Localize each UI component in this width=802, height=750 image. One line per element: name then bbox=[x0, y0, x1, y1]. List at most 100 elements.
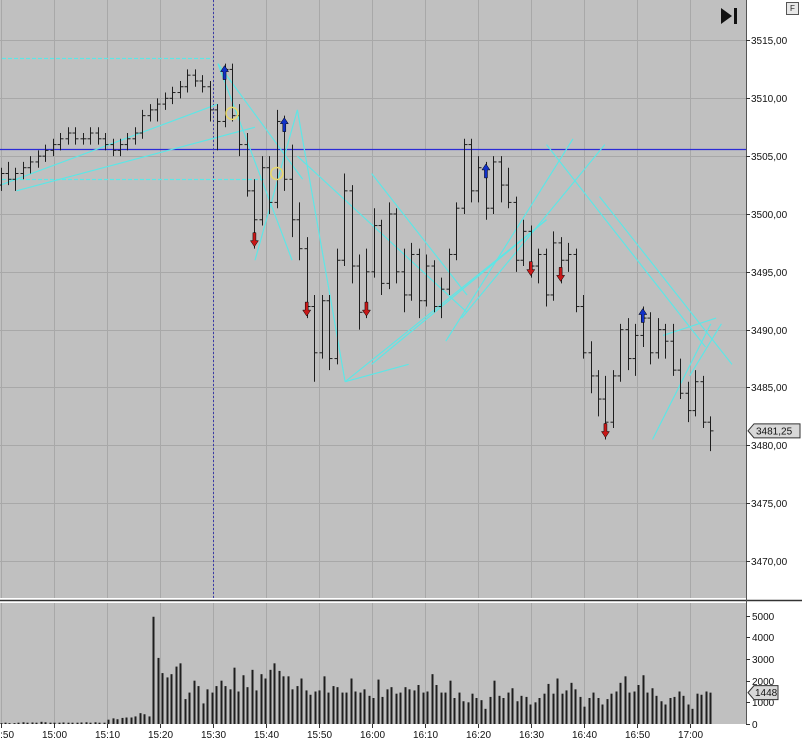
ohlc-bar bbox=[266, 156, 273, 214]
ohlc-bar bbox=[296, 202, 303, 261]
ohlc-bar bbox=[393, 208, 400, 284]
trend-line bbox=[651, 323, 712, 440]
ohlc-bar bbox=[498, 156, 505, 203]
time-tick-label: 14:50 bbox=[0, 730, 14, 741]
price-tick-label: 3475,00 bbox=[751, 499, 788, 510]
ohlc-bar bbox=[520, 219, 527, 267]
volume-tick-label: 3000 bbox=[752, 655, 775, 666]
ohlc-bar bbox=[349, 185, 356, 284]
ohlc-bar bbox=[72, 127, 79, 145]
ohlc-bar bbox=[386, 202, 393, 290]
buy-arrow-icon bbox=[638, 308, 648, 323]
ohlc-bar bbox=[27, 156, 34, 174]
ohlc-bar bbox=[289, 144, 296, 238]
ohlc-bar bbox=[692, 370, 699, 417]
ohlc-bar bbox=[42, 144, 49, 162]
ohlc-bar bbox=[655, 318, 662, 359]
price-tick-label: 3505,00 bbox=[751, 152, 788, 163]
sell-arrow-icon bbox=[361, 301, 371, 317]
ohlc-bar bbox=[670, 323, 677, 376]
ohlc-bar bbox=[177, 80, 184, 99]
ohlc-bar bbox=[446, 248, 453, 295]
ohlc-bar bbox=[334, 248, 341, 365]
f-button[interactable]: F bbox=[786, 2, 799, 15]
ohlc-bar bbox=[371, 208, 378, 278]
volume-tick-label: 2000 bbox=[752, 677, 775, 688]
buy-arrow-icon bbox=[279, 117, 289, 132]
price-tick-label: 3500,00 bbox=[751, 210, 788, 221]
time-tick-label: 16:50 bbox=[625, 730, 650, 741]
time-tick-label: 16:20 bbox=[466, 730, 491, 741]
trend-line bbox=[344, 219, 547, 383]
ohlc-bar bbox=[311, 294, 318, 382]
ohlc-bar bbox=[35, 150, 42, 168]
ohlc-bar bbox=[0, 167, 5, 191]
trend-line bbox=[0, 103, 219, 186]
ohlc-bar bbox=[199, 75, 206, 93]
ohlc-bar bbox=[154, 98, 161, 122]
volume-tick-label: 5000 bbox=[752, 612, 775, 623]
trend-line bbox=[546, 144, 706, 348]
ohlc-bar bbox=[95, 127, 102, 145]
time-tick-label: 15:20 bbox=[148, 730, 173, 741]
time-tick-label: 15:50 bbox=[307, 730, 332, 741]
ohlc-bar bbox=[505, 167, 512, 209]
time-tick-label: 16:10 bbox=[413, 730, 438, 741]
trend-line bbox=[296, 155, 468, 313]
ohlc-bar bbox=[132, 127, 139, 145]
ohlc-bar bbox=[543, 248, 550, 307]
signal-circle bbox=[270, 166, 284, 181]
ohlc-bar bbox=[57, 133, 64, 151]
ohlc-bar bbox=[341, 173, 348, 267]
price-tick-label: 3515,00 bbox=[751, 36, 788, 47]
trend-line bbox=[445, 138, 574, 342]
ohlc-bar bbox=[468, 138, 475, 203]
ohlc-bar bbox=[453, 202, 460, 261]
ohlc-bar bbox=[214, 104, 221, 151]
ohlc-bar bbox=[259, 156, 266, 226]
ohlc-bar bbox=[565, 242, 572, 272]
ohlc-bar bbox=[65, 127, 72, 145]
ohlc-bar bbox=[124, 133, 131, 151]
ohlc-bar bbox=[229, 63, 236, 122]
ohlc-bar bbox=[319, 294, 326, 359]
trend-line bbox=[344, 363, 409, 383]
ohlc-bar bbox=[550, 231, 557, 301]
ohlc-bar bbox=[147, 104, 154, 122]
ohlc-bar bbox=[662, 323, 669, 359]
ohlc-bar bbox=[408, 242, 415, 301]
time-tick-label: 15:30 bbox=[201, 730, 226, 741]
ohlc-bar bbox=[326, 294, 333, 371]
ohlc-bar bbox=[50, 138, 57, 157]
volume-tick-label: 4000 bbox=[752, 633, 775, 644]
ohlc-bar bbox=[356, 254, 363, 330]
price-tick-label: 3490,00 bbox=[751, 326, 788, 337]
last-volume-tag bbox=[747, 685, 779, 701]
trend-line bbox=[461, 144, 606, 319]
price-tick-label: 3510,00 bbox=[751, 94, 788, 105]
go-to-end-icon bbox=[721, 8, 737, 24]
ohlc-bar bbox=[647, 312, 654, 365]
ohlc-bar bbox=[573, 248, 580, 313]
ohlc-bar bbox=[192, 69, 199, 87]
ohlc-bar bbox=[632, 323, 639, 376]
ohlc-bar bbox=[20, 161, 27, 180]
ohlc-bar bbox=[461, 138, 468, 214]
trend-line bbox=[371, 173, 468, 296]
last-volume-label: 1448 bbox=[755, 688, 778, 699]
ohlc-bar bbox=[431, 260, 438, 313]
ohlc-bar bbox=[378, 219, 385, 295]
trend-line bbox=[217, 63, 293, 261]
time-tick-label: 15:40 bbox=[254, 730, 279, 741]
ohlc-bar bbox=[244, 133, 251, 197]
buy-arrow-icon bbox=[220, 65, 230, 80]
ohlc-bar bbox=[207, 80, 214, 122]
volume-tick-label: 1000 bbox=[752, 698, 775, 709]
sell-arrow-icon bbox=[249, 232, 259, 248]
ohlc-bar bbox=[513, 196, 520, 272]
time-tick-label: 15:00 bbox=[42, 730, 67, 741]
signal-circle bbox=[225, 106, 239, 121]
ohlc-bar bbox=[535, 248, 542, 284]
trend-line bbox=[599, 196, 733, 365]
